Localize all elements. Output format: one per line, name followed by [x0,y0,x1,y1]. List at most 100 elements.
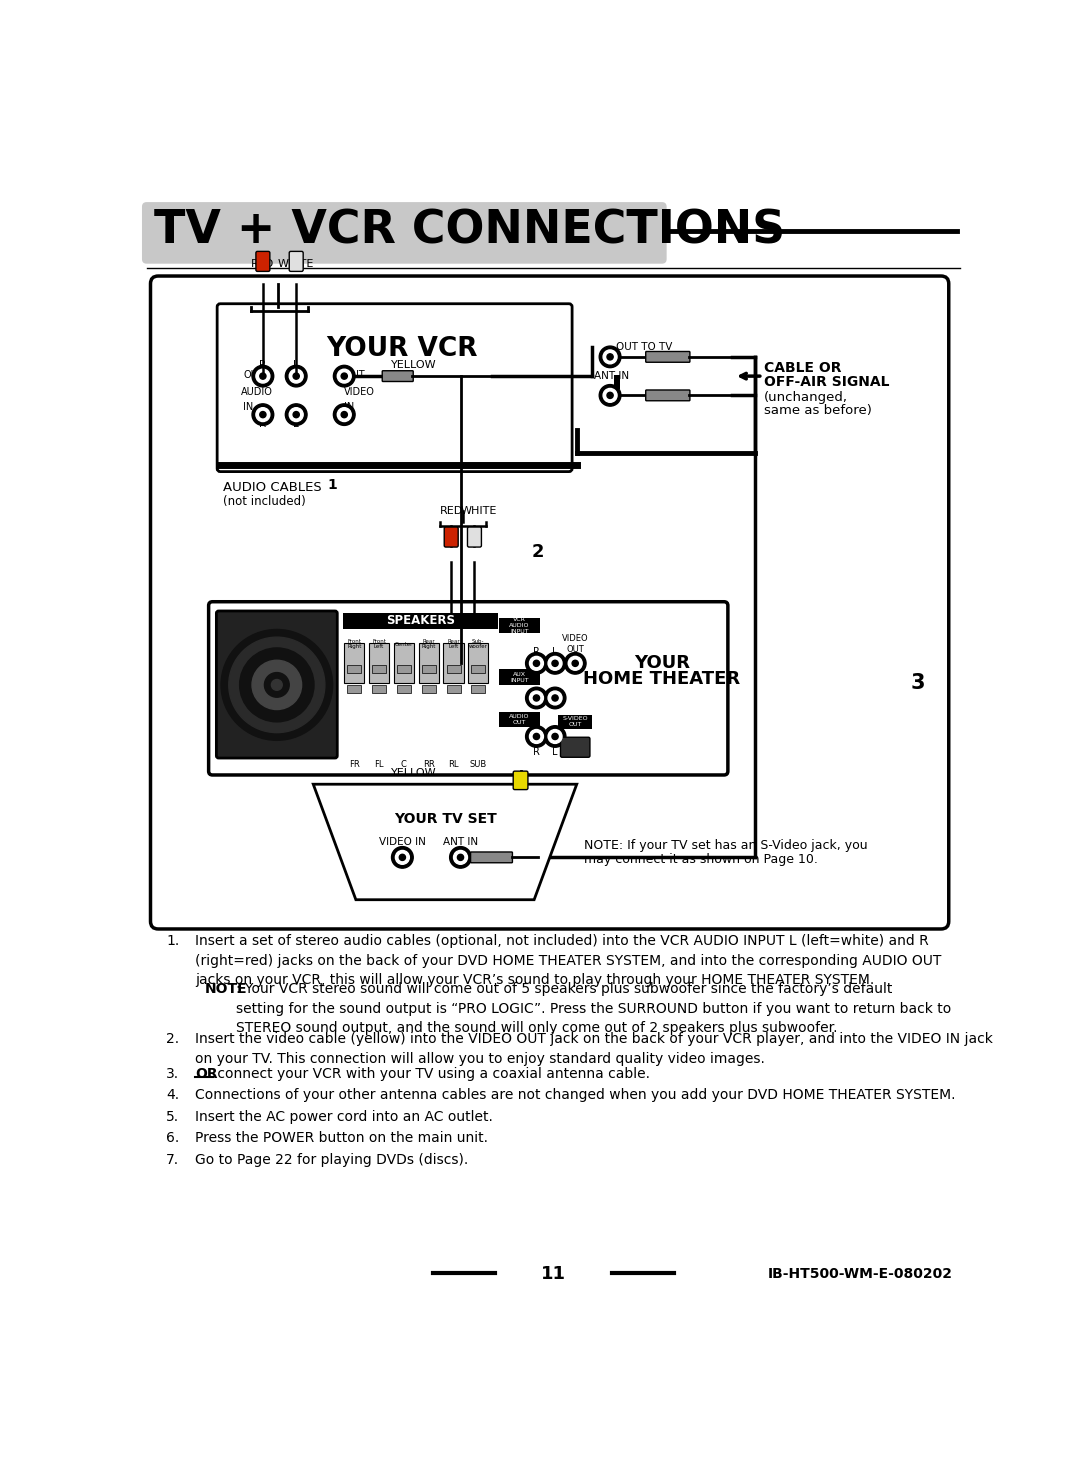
Text: YELLOW: YELLOW [391,768,436,777]
Circle shape [285,365,307,387]
Text: IN: IN [243,402,254,412]
FancyBboxPatch shape [208,601,728,776]
FancyBboxPatch shape [289,251,303,271]
Circle shape [603,350,617,364]
Text: RED: RED [440,506,463,516]
Circle shape [599,384,621,406]
Circle shape [607,393,613,399]
Circle shape [552,733,558,739]
Bar [345,642,364,683]
Text: ANT IN: ANT IN [443,837,478,847]
Bar [469,642,488,683]
Text: OFF-AIR SIGNAL: OFF-AIR SIGNAL [765,374,890,388]
FancyBboxPatch shape [216,611,337,758]
Text: IN: IN [345,402,354,412]
Text: YOUR: YOUR [634,654,690,673]
Text: R: R [259,419,267,430]
Circle shape [256,408,270,422]
Circle shape [526,688,548,708]
Text: FR: FR [349,761,360,770]
Circle shape [289,369,303,383]
Text: NOTE: If your TV set has an S-Video jack, you: NOTE: If your TV set has an S-Video jack… [584,840,868,852]
Circle shape [293,372,299,380]
Circle shape [458,855,463,861]
Bar [613,375,620,388]
Circle shape [526,726,548,748]
Text: Rear
Left: Rear Left [447,639,460,649]
Circle shape [607,353,613,361]
Circle shape [449,846,471,868]
Text: HOME THEATER: HOME THEATER [583,670,741,688]
Circle shape [534,695,540,701]
Text: 1: 1 [327,478,337,493]
Text: 2.: 2. [166,1032,179,1047]
Circle shape [529,657,543,670]
Text: 7.: 7. [166,1154,179,1167]
Circle shape [337,408,351,422]
Text: connect your VCR with your TV using a coaxial antenna cable.: connect your VCR with your TV using a co… [213,1067,650,1080]
Text: RR: RR [423,761,434,770]
Text: same as before): same as before) [765,405,873,418]
Circle shape [603,388,617,402]
Text: OR: OR [195,1067,218,1080]
Circle shape [548,657,562,670]
Circle shape [334,403,355,425]
Circle shape [400,855,405,861]
Text: 3.: 3. [166,1067,179,1080]
Bar [373,666,387,673]
FancyBboxPatch shape [471,852,512,863]
Circle shape [548,690,562,705]
Text: YOUR VCR: YOUR VCR [326,336,477,362]
Circle shape [229,638,325,733]
Circle shape [599,346,621,368]
Text: L: L [294,419,299,430]
FancyBboxPatch shape [217,303,572,472]
Bar [419,642,438,683]
Text: YELLOW: YELLOW [391,359,436,369]
Polygon shape [313,784,577,900]
Circle shape [322,475,342,496]
Circle shape [252,660,301,710]
Circle shape [544,726,566,748]
Bar [422,685,435,692]
Text: R: R [534,647,540,657]
Text: SPEAKERS: SPEAKERS [386,614,455,627]
Circle shape [534,660,540,667]
Text: NOTE: NOTE [205,982,247,995]
Text: L: L [552,647,557,657]
Text: R: R [259,359,267,369]
Text: 1.: 1. [166,934,179,949]
Text: L: L [552,746,557,756]
Text: 3: 3 [910,673,924,692]
FancyBboxPatch shape [561,737,590,758]
Bar [342,613,498,629]
Circle shape [271,680,282,690]
Bar [394,642,414,683]
Text: 4.: 4. [166,1088,179,1102]
Text: Insert a set of stereo audio cables (optional, not included) into the VCR AUDIO : Insert a set of stereo audio cables (opt… [195,934,942,988]
Text: WHITE: WHITE [460,506,497,516]
Bar [397,666,410,673]
Bar [471,666,485,673]
Text: RED: RED [252,259,274,270]
Text: VIDEO: VIDEO [345,387,375,396]
Circle shape [526,652,548,674]
FancyBboxPatch shape [141,202,666,264]
FancyBboxPatch shape [646,352,690,362]
Text: Go to Page 22 for playing DVDs (discs).: Go to Page 22 for playing DVDs (discs). [195,1154,469,1167]
Circle shape [289,408,303,422]
Bar [348,666,362,673]
Circle shape [524,538,552,566]
Circle shape [572,660,578,667]
Circle shape [252,403,273,425]
FancyBboxPatch shape [646,390,690,400]
Text: Rear
Right: Rear Right [421,639,436,649]
Text: Press the POWER button on the main unit.: Press the POWER button on the main unit. [195,1132,488,1145]
Text: IB-HT500-WM-E-080202: IB-HT500-WM-E-080202 [768,1267,953,1281]
Bar [446,666,460,673]
Text: Insert the AC power cord into an AC outlet.: Insert the AC power cord into an AC outl… [195,1110,494,1124]
FancyBboxPatch shape [444,528,458,547]
Text: Sub-
woofer: Sub- woofer [469,639,488,649]
FancyBboxPatch shape [256,251,270,271]
Text: S-VIDEO
OUT: S-VIDEO OUT [563,717,588,727]
